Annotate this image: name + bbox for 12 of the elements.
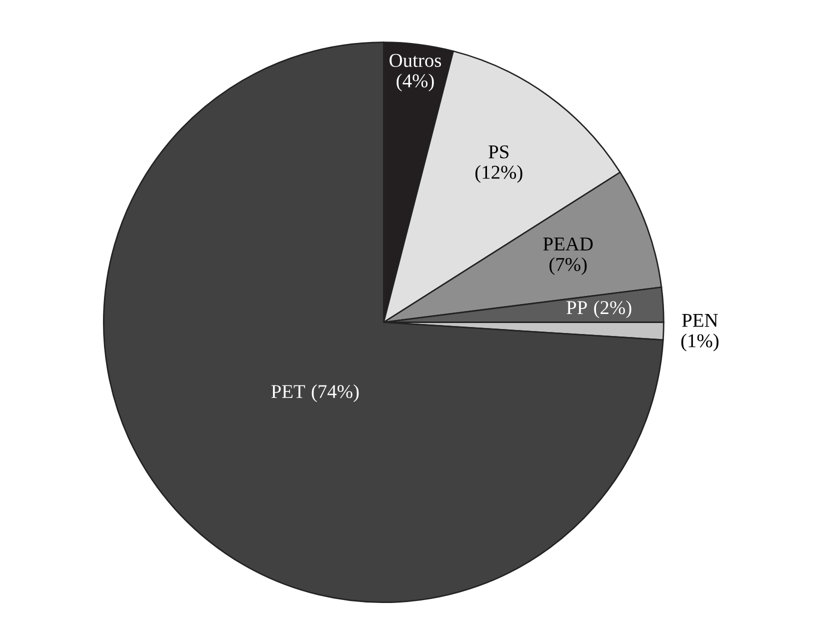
data-label: (12%) [475, 165, 522, 183]
data-label: (2%) [594, 300, 632, 318]
slice-label: PET [271, 385, 306, 398]
slice-label: PP [566, 301, 587, 314]
data-label: (4%) [396, 74, 434, 92]
data-label: (1%) [681, 334, 718, 352]
slice-label: PEAD [543, 238, 593, 250]
slice-label: PEN [682, 314, 718, 327]
data-label: (7%) [550, 257, 587, 275]
slice-label: Outros [390, 54, 442, 67]
slice-label: PS [488, 145, 508, 158]
data-label: (74%) [312, 384, 359, 402]
